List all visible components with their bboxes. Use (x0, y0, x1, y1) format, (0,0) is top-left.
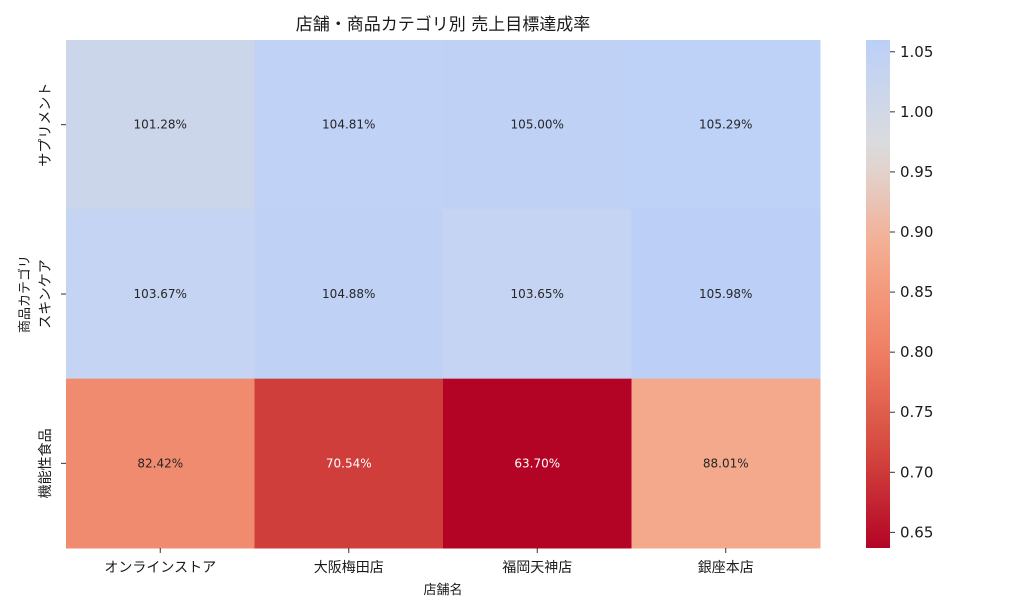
heatmap-cell (254, 378, 444, 549)
cell-value-label: 104.88% (322, 287, 375, 301)
x-tick-label: 福岡天神店 (502, 560, 572, 576)
colorbar-tick-label: 0.85 (900, 283, 933, 301)
x-tick-label: オンラインストア (104, 560, 216, 576)
x-tick-label: 大阪梅田店 (314, 560, 384, 576)
x-axis-label: 店舗名 (423, 582, 462, 598)
cell-value-label: 105.98% (699, 287, 752, 301)
heatmap-cell (66, 40, 255, 210)
colorbar: 0.65 0.70 0.75 0.80 0.85 0.90 0.95 1.00 1.05 (866, 40, 933, 548)
x-axis-ticks: オンラインストア 大阪梅田店 福岡天神店 銀座本店 (104, 548, 754, 576)
cell-value-label: 105.00% (511, 118, 564, 132)
colorbar-tick-label: 1.05 (900, 43, 933, 61)
chart-title: 店舗・商品カテゴリ別 売上目標達成率 (295, 15, 591, 35)
heatmap-cell (443, 209, 632, 380)
cell-value-label: 82.42% (137, 456, 183, 470)
x-tick-label: 銀座本店 (698, 560, 754, 576)
heatmap-cell (631, 209, 821, 380)
heatmap-cell (254, 209, 444, 380)
heatmap-cell (66, 209, 255, 380)
colorbar-scale (866, 40, 890, 548)
colorbar-tick-label: 0.90 (900, 223, 933, 241)
cell-value-label: 88.01% (703, 456, 749, 470)
colorbar-tick-label: 0.95 (900, 163, 933, 181)
heatmap-cell (254, 40, 444, 210)
colorbar-tick-label: 1.00 (900, 103, 933, 121)
colorbar-tick-label: 0.70 (900, 463, 933, 481)
y-tick-label: サプリメント (38, 83, 54, 167)
colorbar-ticks: 0.65 0.70 0.75 0.80 0.85 0.90 0.95 1.00 1.05 (890, 43, 933, 541)
y-tick-label: スキンケア (38, 259, 54, 329)
colorbar-tick-label: 0.75 (900, 403, 933, 421)
colorbar-tick-label: 0.65 (900, 523, 933, 541)
heatmap-cell (443, 378, 632, 549)
y-tick-label: 機能性食品 (37, 428, 54, 498)
heatmap-cells: 101.28% 104.81% 105.00% 105.29% 103.67% 104.8… (66, 40, 821, 549)
heatmap-cell (66, 378, 255, 549)
cell-value-label: 70.54% (326, 456, 372, 470)
heatmap-cell (443, 40, 632, 210)
heatmap-cell (631, 378, 821, 549)
y-axis-label: 商品カテゴリ (17, 255, 33, 333)
cell-value-label: 101.28% (134, 118, 187, 132)
colorbar-tick-label: 0.80 (900, 343, 933, 361)
cell-value-label: 103.67% (134, 287, 187, 301)
cell-value-label: 103.65% (511, 287, 564, 301)
cell-value-label: 63.70% (514, 456, 560, 470)
cell-value-label: 104.81% (322, 118, 375, 132)
cell-value-label: 105.29% (699, 118, 752, 132)
heatmap-cell (631, 40, 821, 210)
